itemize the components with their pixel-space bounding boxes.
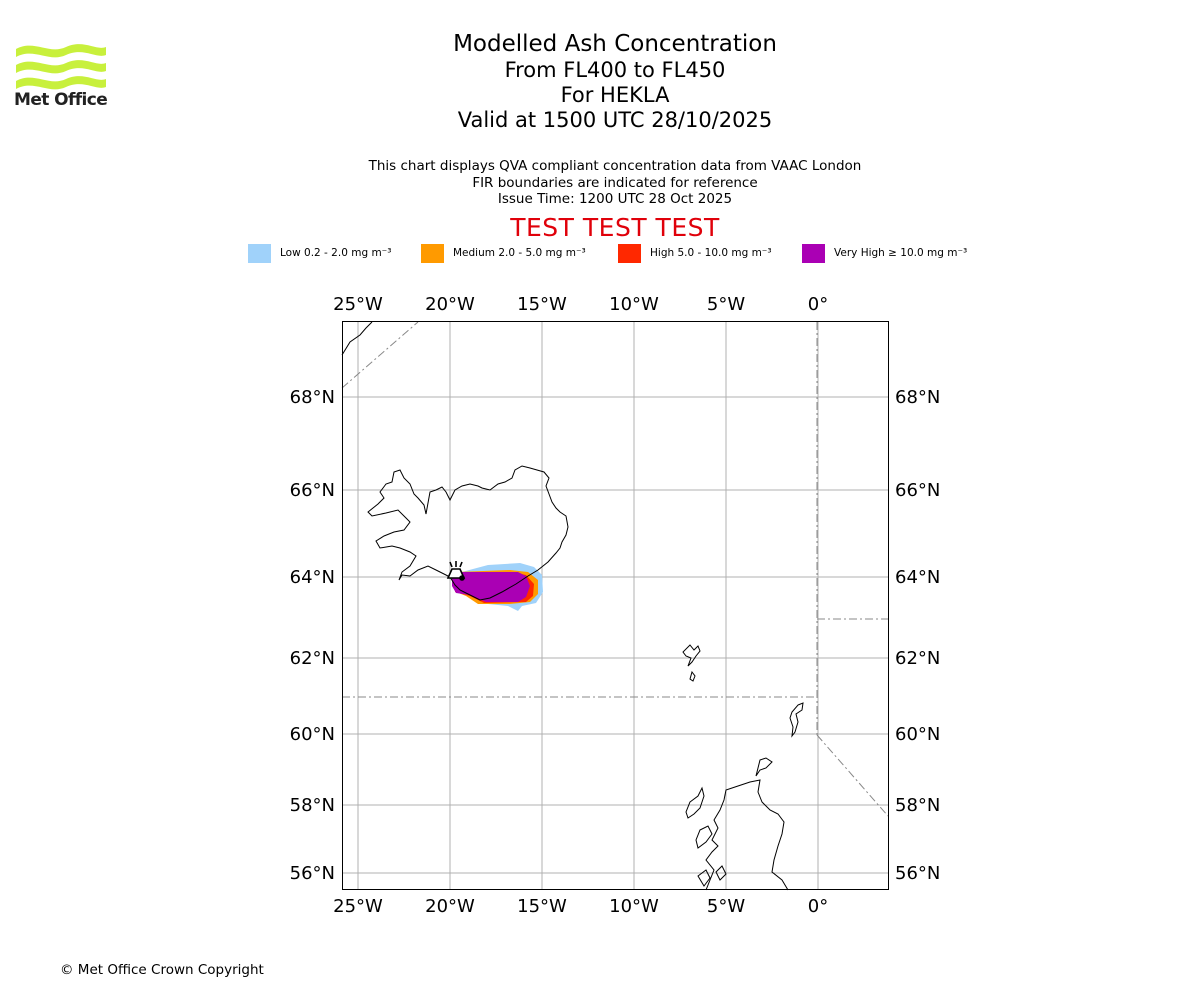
legend-swatch-high [618, 244, 641, 263]
ash-area-low [458, 563, 543, 611]
test-banner: TEST TEST TEST [510, 213, 720, 242]
volcano-name: For HEKLA [560, 83, 670, 107]
lon-tick-label-top: 10°W [609, 294, 659, 315]
copyright-notice: © Met Office Crown Copyright [60, 962, 264, 978]
coastline-hebrides [685, 786, 705, 819]
ash-area-very-high [452, 572, 530, 602]
coastline-faroe-2 [689, 670, 696, 682]
ash-area-medium [456, 570, 538, 604]
flight-level-range: From FL400 to FL450 [504, 58, 726, 82]
lat-tick-label-right: 64°N [895, 567, 940, 588]
lat-tick-label-left: 58°N [290, 795, 335, 816]
lat-tick-label-right: 68°N [895, 387, 940, 408]
ash-area-high [455, 572, 534, 603]
volcano-icon [446, 561, 466, 581]
chart-title-block: Modelled Ash Concentration From FL400 to… [315, 30, 915, 133]
lon-tick-label-top: 20°W [425, 294, 475, 315]
lat-tick-label-right: 62°N [895, 648, 940, 669]
lon-tick-label-top: 5°W [707, 294, 745, 315]
lon-tick-label-top: 0° [808, 294, 828, 315]
lon-tick-label-bottom: 15°W [517, 896, 567, 917]
chart-title: Modelled Ash Concentration [453, 31, 777, 57]
fir-boundary-southeast [816, 734, 889, 817]
met-office-wordmark: Met Office [14, 90, 108, 110]
coastline-greenland [341, 321, 373, 356]
lon-tick-label-bottom: 25°W [333, 896, 383, 917]
valid-time: Valid at 1500 UTC 28/10/2025 [457, 108, 773, 132]
map-frame [342, 321, 889, 890]
lon-tick-label-bottom: 0° [808, 896, 828, 917]
legend-swatch-very-high [802, 244, 825, 263]
legend-label-very-high: Very High ≥ 10.0 mg m⁻³ [834, 247, 968, 259]
graticule [342, 321, 888, 890]
coastline-orkney [755, 757, 773, 777]
lat-tick-label-left: 56°N [290, 863, 335, 884]
lat-tick-label-left: 62°N [290, 648, 335, 669]
legend-label-high: High 5.0 - 10.0 mg m⁻³ [650, 247, 772, 259]
lat-tick-label-left: 64°N [290, 567, 335, 588]
legend-label-low: Low 0.2 - 2.0 mg m⁻³ [280, 247, 392, 259]
lon-tick-label-bottom: 20°W [425, 896, 475, 917]
coastline-shetland [789, 702, 804, 738]
lon-tick-label-bottom: 5°W [707, 896, 745, 917]
coastlines [341, 321, 804, 891]
issue-time: Issue Time: 1200 UTC 28 Oct 2025 [497, 191, 733, 207]
chart-notes: This chart displays QVA compliant concen… [315, 158, 915, 208]
coastline-islay [697, 869, 711, 887]
lat-tick-label-left: 66°N [290, 480, 335, 501]
coastline-scotland [705, 779, 789, 891]
legend-label-medium: Medium 2.0 - 5.0 mg m⁻³ [453, 247, 586, 259]
lon-tick-label-bottom: 10°W [609, 896, 659, 917]
fir-boundaries [341, 321, 889, 817]
legend: Low 0.2 - 2.0 mg m⁻³ Medium 2.0 - 5.0 mg… [0, 244, 1200, 264]
legend-swatch-medium [421, 244, 444, 263]
lat-tick-label-right: 66°N [895, 480, 940, 501]
ash-cloud [452, 563, 543, 611]
lat-tick-label-left: 60°N [290, 724, 335, 745]
coastline-faroe-1 [682, 644, 701, 667]
lat-tick-label-right: 56°N [895, 863, 940, 884]
coastline-skye [695, 825, 713, 849]
lat-tick-label-right: 60°N [895, 724, 940, 745]
coastline-iceland [367, 465, 569, 601]
coastline-mull [715, 865, 727, 881]
lon-tick-label-top: 25°W [333, 294, 383, 315]
fir-note: FIR boundaries are indicated for referen… [472, 174, 758, 191]
met-office-wave-icon [16, 44, 106, 90]
fir-boundary-north [341, 321, 419, 389]
lat-tick-label-left: 68°N [290, 387, 335, 408]
description-text: This chart displays QVA compliant concen… [368, 158, 862, 174]
lat-tick-label-right: 58°N [895, 795, 940, 816]
lon-tick-label-top: 15°W [517, 294, 567, 315]
legend-swatch-low [248, 244, 271, 263]
axis-tick-labels: 25°W 25°W 20°W 20°W 15°W 15°W 10°W 10°W 5°W 5°W 0°… [290, 294, 941, 917]
